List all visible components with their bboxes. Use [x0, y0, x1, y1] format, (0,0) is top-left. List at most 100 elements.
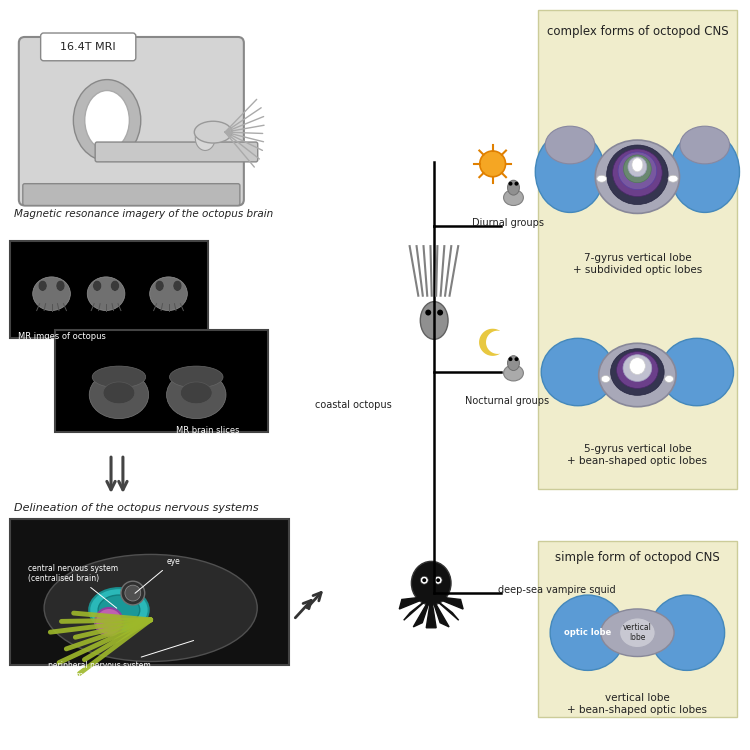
Polygon shape: [487, 332, 508, 353]
Ellipse shape: [607, 145, 668, 205]
Ellipse shape: [545, 126, 595, 164]
Text: 7-gyrus vertical lobe
+ subdivided optic lobes: 7-gyrus vertical lobe + subdivided optic…: [573, 253, 702, 274]
Ellipse shape: [670, 131, 740, 212]
Ellipse shape: [596, 140, 680, 214]
Ellipse shape: [125, 585, 141, 601]
Text: MR imges of octopus: MR imges of octopus: [18, 332, 106, 341]
FancyBboxPatch shape: [10, 519, 290, 665]
Ellipse shape: [598, 344, 676, 406]
Ellipse shape: [194, 122, 232, 143]
Ellipse shape: [628, 157, 646, 177]
Polygon shape: [480, 329, 499, 356]
Ellipse shape: [632, 158, 643, 172]
Ellipse shape: [664, 376, 674, 382]
Ellipse shape: [181, 382, 212, 404]
Ellipse shape: [508, 356, 520, 370]
Ellipse shape: [38, 280, 47, 291]
Text: vertical lobe
+ bean-shaped optic lobes: vertical lobe + bean-shaped optic lobes: [568, 693, 707, 715]
Ellipse shape: [542, 338, 614, 406]
Ellipse shape: [89, 371, 148, 419]
Ellipse shape: [103, 382, 135, 404]
FancyBboxPatch shape: [538, 541, 736, 717]
Text: peripheral nervous system
(arm nerve cords): peripheral nervous system (arm nerve cor…: [48, 640, 194, 680]
Ellipse shape: [98, 595, 140, 625]
Ellipse shape: [613, 149, 662, 196]
Polygon shape: [413, 596, 431, 627]
Ellipse shape: [56, 280, 65, 291]
Text: simple form of octopod CNS: simple form of octopod CNS: [555, 551, 720, 565]
Ellipse shape: [616, 352, 658, 389]
FancyBboxPatch shape: [22, 184, 240, 206]
Text: coastal octopus: coastal octopus: [315, 400, 392, 410]
Ellipse shape: [610, 349, 664, 395]
Ellipse shape: [503, 190, 524, 206]
Circle shape: [514, 357, 518, 361]
FancyBboxPatch shape: [55, 331, 268, 431]
Ellipse shape: [412, 561, 451, 605]
Circle shape: [509, 182, 512, 186]
Polygon shape: [426, 596, 436, 628]
Polygon shape: [431, 596, 464, 609]
Circle shape: [436, 578, 440, 582]
Ellipse shape: [155, 280, 164, 291]
Text: Diurnal groups: Diurnal groups: [472, 218, 544, 229]
Ellipse shape: [620, 618, 656, 647]
Polygon shape: [431, 596, 449, 627]
Ellipse shape: [33, 277, 70, 310]
Text: 16.4T MRI: 16.4T MRI: [61, 42, 116, 52]
Ellipse shape: [173, 280, 182, 291]
FancyBboxPatch shape: [19, 37, 244, 206]
FancyBboxPatch shape: [95, 142, 258, 162]
Ellipse shape: [195, 126, 215, 151]
Ellipse shape: [121, 581, 145, 605]
Circle shape: [422, 578, 426, 582]
Ellipse shape: [87, 277, 125, 310]
Ellipse shape: [166, 371, 226, 419]
Circle shape: [650, 595, 724, 670]
Ellipse shape: [89, 588, 148, 632]
Text: eye: eye: [135, 556, 180, 593]
Circle shape: [95, 608, 123, 636]
Text: MR brain slices: MR brain slices: [176, 425, 240, 434]
Text: vertical
lobe: vertical lobe: [623, 623, 652, 643]
FancyBboxPatch shape: [40, 33, 136, 61]
Text: Nocturnal groups: Nocturnal groups: [466, 396, 550, 406]
Circle shape: [437, 310, 443, 316]
Ellipse shape: [623, 355, 652, 382]
Ellipse shape: [680, 126, 730, 164]
Circle shape: [434, 576, 442, 584]
Polygon shape: [404, 596, 431, 620]
Polygon shape: [431, 596, 459, 620]
Ellipse shape: [110, 280, 119, 291]
Ellipse shape: [74, 80, 141, 161]
Polygon shape: [399, 596, 431, 609]
FancyBboxPatch shape: [538, 10, 736, 489]
Text: central nervous system
(centralised brain): central nervous system (centralised brai…: [28, 563, 118, 608]
Ellipse shape: [597, 176, 607, 182]
Circle shape: [425, 310, 431, 316]
Ellipse shape: [508, 180, 520, 195]
Ellipse shape: [85, 91, 129, 150]
Ellipse shape: [623, 155, 651, 183]
Ellipse shape: [629, 358, 645, 374]
Ellipse shape: [618, 152, 657, 190]
Circle shape: [550, 595, 626, 670]
Ellipse shape: [503, 365, 524, 381]
Text: Magnetic resonance imagery of the octopus brain: Magnetic resonance imagery of the octopu…: [14, 209, 273, 220]
Text: Delineation of the octopus nervous systems: Delineation of the octopus nervous syste…: [14, 503, 259, 513]
Text: deep-sea vampire squid: deep-sea vampire squid: [497, 585, 615, 595]
FancyBboxPatch shape: [10, 242, 208, 338]
Text: optic lobe: optic lobe: [564, 628, 611, 638]
Ellipse shape: [660, 338, 734, 406]
Ellipse shape: [93, 280, 101, 291]
Ellipse shape: [44, 554, 257, 662]
Circle shape: [420, 576, 428, 584]
Ellipse shape: [420, 302, 448, 339]
Ellipse shape: [150, 277, 188, 310]
Ellipse shape: [602, 376, 610, 382]
Ellipse shape: [92, 366, 146, 388]
Circle shape: [514, 182, 518, 186]
Ellipse shape: [170, 366, 223, 388]
Text: complex forms of octopod CNS: complex forms of octopod CNS: [547, 25, 728, 38]
Circle shape: [509, 357, 512, 361]
